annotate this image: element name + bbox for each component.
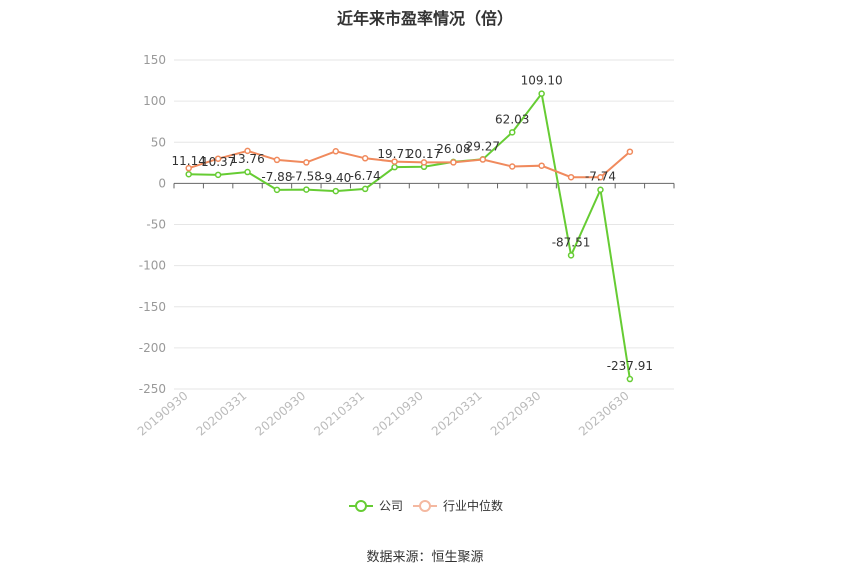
data-label: 26.08 <box>436 142 470 156</box>
data-point-industry-median <box>420 159 428 166</box>
data-point-company <box>567 252 575 259</box>
data-point-company <box>332 187 340 195</box>
data-label: 62.03 <box>495 112 529 126</box>
y-tick-label: 150 <box>143 53 166 67</box>
data-point-industry-median <box>508 163 516 170</box>
data-label: 13.76 <box>230 152 264 166</box>
data-point-company <box>303 186 310 193</box>
x-tick-label: 20220930 <box>488 389 544 439</box>
data-label: 11.14 <box>172 154 206 168</box>
series-line-company <box>188 91 631 380</box>
data-label: -9.40 <box>320 171 351 185</box>
data-label: 29.27 <box>466 139 500 153</box>
data-label: 20.17 <box>407 147 441 161</box>
data-point-industry-median <box>244 147 251 155</box>
data-point-industry-median <box>567 173 575 181</box>
x-tick-label: 20200930 <box>252 389 308 439</box>
data-label: -6.74 <box>350 169 381 183</box>
data-label: 109.10 <box>521 74 563 88</box>
data-point-industry-median <box>332 148 340 155</box>
legend-company-label: 公司 <box>379 499 403 513</box>
chart-title: 近年来市盈率情况（倍） <box>336 9 513 28</box>
data-point-industry-median <box>479 156 487 163</box>
data-label: 19.71 <box>377 147 411 161</box>
series-line-industry-median <box>188 149 631 179</box>
data-point-company <box>244 168 251 176</box>
data-label: 10.37 <box>201 155 235 169</box>
data-point-industry-median <box>626 148 634 155</box>
y-tick-label: 0 <box>158 176 166 190</box>
data-label: -7.58 <box>291 170 322 184</box>
y-tick-label: -150 <box>139 300 166 314</box>
y-tick-label: -200 <box>139 341 166 355</box>
data-label: -7.74 <box>585 170 616 184</box>
x-tick-label: 20210930 <box>370 389 426 439</box>
y-tick-label: -250 <box>139 382 166 396</box>
data-point-company <box>538 90 545 97</box>
data-point-company <box>391 163 398 171</box>
data-source: 数据来源：恒生聚源 <box>366 550 484 565</box>
y-tick-label: -50 <box>146 218 166 232</box>
data-point-industry-median <box>303 159 310 166</box>
x-tick-label: 20200331 <box>194 389 250 439</box>
x-tick-label: 20230630 <box>576 389 632 439</box>
y-tick-label: 100 <box>143 94 166 108</box>
data-point-industry-median <box>391 158 398 165</box>
x-tick-label: 20220331 <box>429 389 485 439</box>
x-tick-label: 20190930 <box>135 389 191 439</box>
data-point-industry-median <box>450 159 457 166</box>
data-point-industry-median <box>185 164 192 172</box>
y-tick-label: 50 <box>151 135 166 149</box>
data-point-company <box>361 185 369 193</box>
data-point-company <box>626 375 634 383</box>
legend-company-marker <box>355 500 367 512</box>
data-point-industry-median <box>273 156 281 164</box>
data-label: -7.88 <box>261 170 292 184</box>
data-point-industry-median <box>214 155 222 162</box>
data-label: -87.51 <box>552 235 591 249</box>
legend-industry-label: 行业中位数 <box>443 498 503 513</box>
legend-industry-marker <box>419 500 431 512</box>
data-point-industry-median <box>597 173 604 181</box>
data-point-company <box>214 171 222 179</box>
data-label: -237.91 <box>607 359 653 373</box>
data-point-company <box>597 186 604 193</box>
data-point-company <box>508 129 516 136</box>
data-point-company <box>273 186 281 194</box>
data-point-industry-median <box>538 162 545 169</box>
data-point-industry-median <box>361 155 369 162</box>
x-tick-label: 20210331 <box>311 389 367 439</box>
data-point-company <box>185 170 192 178</box>
y-tick-label: -100 <box>139 259 166 273</box>
